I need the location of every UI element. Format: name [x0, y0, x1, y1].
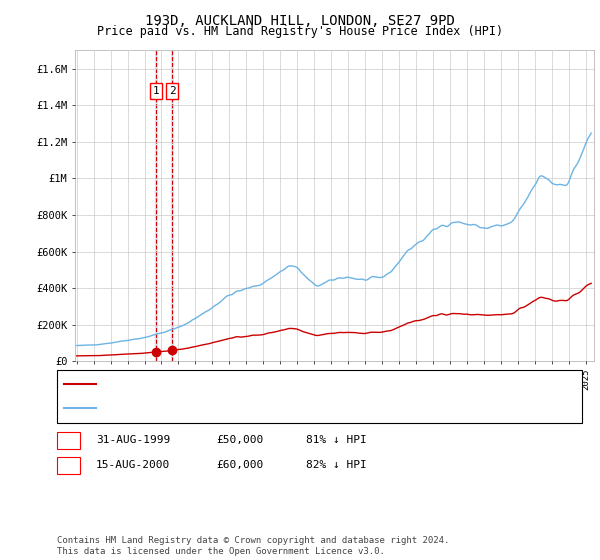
Text: 1: 1: [65, 435, 72, 445]
Bar: [172, 50, 173, 361]
Text: £50,000: £50,000: [216, 435, 263, 445]
Text: 31-AUG-1999: 31-AUG-1999: [96, 435, 170, 445]
Text: 193D, AUCKLAND HILL, LONDON, SE27 9PD: 193D, AUCKLAND HILL, LONDON, SE27 9PD: [145, 14, 455, 28]
Text: 81% ↓ HPI: 81% ↓ HPI: [306, 435, 367, 445]
Text: Price paid vs. HM Land Registry's House Price Index (HPI): Price paid vs. HM Land Registry's House …: [97, 25, 503, 38]
Text: 82% ↓ HPI: 82% ↓ HPI: [306, 460, 367, 470]
Text: HPI: Average price, detached house, Lambeth: HPI: Average price, detached house, Lamb…: [102, 403, 371, 413]
Text: Contains HM Land Registry data © Crown copyright and database right 2024.
This d: Contains HM Land Registry data © Crown c…: [57, 536, 449, 556]
Text: 2: 2: [169, 86, 175, 96]
Text: 2: 2: [65, 460, 72, 470]
Text: 15-AUG-2000: 15-AUG-2000: [96, 460, 170, 470]
Text: £60,000: £60,000: [216, 460, 263, 470]
Bar: [155, 50, 157, 361]
Text: 1: 1: [152, 86, 159, 96]
Text: 193D, AUCKLAND HILL, LONDON, SE27 9PD (detached house): 193D, AUCKLAND HILL, LONDON, SE27 9PD (d…: [102, 380, 439, 390]
